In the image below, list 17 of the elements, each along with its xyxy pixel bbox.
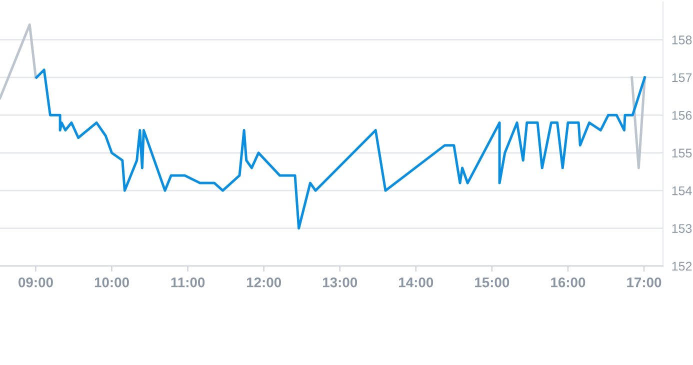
y-tick-label: 157 (672, 73, 692, 82)
x-tick-label: 17:00 (627, 277, 662, 288)
y-tick-label: 156 (672, 110, 692, 120)
y-tick-label: 153 (672, 224, 692, 233)
y-tick-label: 158 (672, 36, 692, 44)
y-tick-label: 154 (672, 186, 692, 196)
x-tick-label: 09:00 (18, 277, 53, 288)
y-tick-label: 152 (672, 262, 692, 271)
x-tick-label: 11:00 (171, 277, 205, 288)
x-tick-label: 16:00 (551, 277, 586, 288)
x-tick-label: 10:00 (94, 277, 129, 288)
line-series (35, 68, 646, 230)
y-tick-label: 155 (672, 148, 692, 158)
x-tick-label: 14:00 (399, 277, 434, 288)
x-tick-label: 15:00 (475, 277, 510, 288)
x-tick-label: 13:00 (322, 277, 358, 288)
x-tick-label: 12:00 (246, 277, 282, 288)
